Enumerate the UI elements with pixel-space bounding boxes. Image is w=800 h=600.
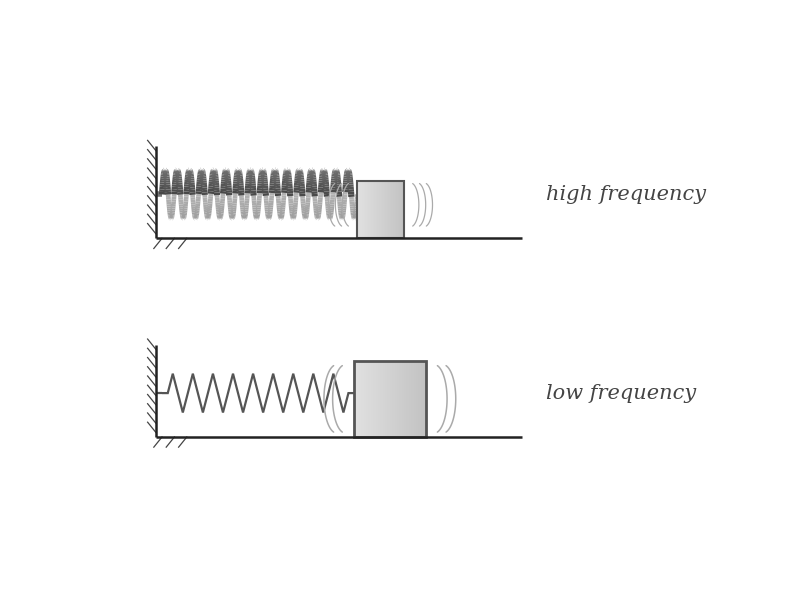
Bar xyxy=(354,361,357,437)
Bar xyxy=(359,361,362,437)
Bar xyxy=(368,181,370,238)
Bar xyxy=(399,181,402,238)
Bar xyxy=(380,361,383,437)
Bar xyxy=(391,181,394,238)
Bar xyxy=(378,361,381,437)
Bar xyxy=(393,181,395,238)
Bar xyxy=(362,361,364,437)
Bar xyxy=(369,361,371,437)
Bar xyxy=(390,181,392,238)
Bar xyxy=(416,361,419,437)
Bar xyxy=(381,181,382,238)
Bar xyxy=(397,361,400,437)
Bar xyxy=(423,361,426,437)
Bar xyxy=(404,361,407,437)
Bar xyxy=(364,361,366,437)
Bar xyxy=(386,181,389,238)
Bar xyxy=(360,181,362,238)
Bar xyxy=(411,361,414,437)
Bar xyxy=(418,361,422,437)
Bar xyxy=(394,181,397,238)
Bar xyxy=(390,361,393,437)
Bar xyxy=(414,361,417,437)
Bar xyxy=(359,181,361,238)
Bar xyxy=(374,181,377,238)
Bar xyxy=(382,181,384,238)
Bar xyxy=(402,181,405,238)
Bar xyxy=(365,181,367,238)
Bar xyxy=(375,361,378,437)
Text: low frequency: low frequency xyxy=(546,383,697,403)
Bar xyxy=(388,181,390,238)
Bar xyxy=(394,361,398,437)
Bar xyxy=(379,181,381,238)
Bar xyxy=(402,361,405,437)
Bar xyxy=(374,361,376,437)
Bar xyxy=(392,361,395,437)
Bar xyxy=(386,181,387,238)
Bar xyxy=(382,361,386,437)
Bar xyxy=(409,361,412,437)
Bar xyxy=(370,181,372,238)
Bar xyxy=(398,181,400,238)
Bar xyxy=(421,361,424,437)
Bar xyxy=(396,181,398,238)
Bar xyxy=(358,181,359,238)
Bar xyxy=(362,181,364,238)
Bar xyxy=(399,361,402,437)
Bar xyxy=(406,361,410,437)
Text: high frequency: high frequency xyxy=(546,185,706,204)
Bar xyxy=(373,181,375,238)
Bar xyxy=(387,361,390,437)
Bar xyxy=(376,181,378,238)
Bar xyxy=(366,181,369,238)
Bar xyxy=(385,361,388,437)
Bar xyxy=(366,361,369,437)
Bar xyxy=(378,181,380,238)
Bar xyxy=(358,181,404,238)
Bar xyxy=(401,181,403,238)
Bar xyxy=(384,181,386,238)
Bar xyxy=(371,361,374,437)
Bar xyxy=(363,181,366,238)
Bar xyxy=(354,361,426,437)
Bar xyxy=(371,181,374,238)
Bar xyxy=(357,361,359,437)
